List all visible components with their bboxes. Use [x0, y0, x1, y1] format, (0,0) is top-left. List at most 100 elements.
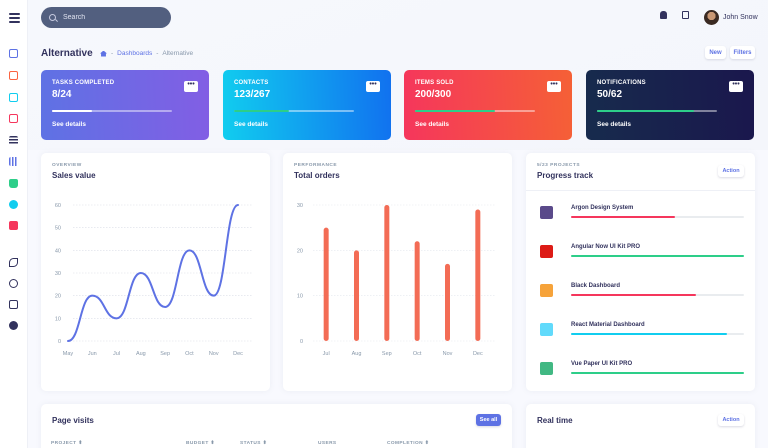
project-logo-icon	[540, 323, 553, 336]
sidebar-forms-icon[interactable]	[9, 114, 18, 123]
sidebar-calendar-icon[interactable]	[9, 221, 18, 230]
column-header-completion[interactable]: COMPLETION ⬍	[387, 441, 430, 446]
action-button[interactable]: Action	[718, 165, 744, 177]
more-options-button[interactable]: •••	[547, 81, 561, 92]
progress-fill	[415, 110, 496, 112]
stat-label: ITEMS SOLD	[415, 80, 454, 86]
x-tick-label: Jul	[323, 351, 330, 357]
order-bar[interactable]	[414, 241, 420, 341]
progress-fill	[597, 110, 695, 112]
y-tick-label: 0	[300, 339, 303, 345]
x-tick-label: Dec	[233, 351, 243, 357]
column-header-project[interactable]: PROJECT ⬍	[51, 441, 83, 446]
sidebar-foundation-icon[interactable]	[9, 279, 18, 288]
home-icon[interactable]	[100, 50, 107, 57]
stat-card-notifications: NOTIFICATIONS 50/62 ••• See details	[586, 70, 754, 140]
sidebar-components-icon[interactable]	[9, 93, 18, 102]
y-tick-label: 30	[55, 271, 61, 277]
stat-value: 50/62	[597, 89, 623, 100]
order-bar[interactable]	[475, 209, 481, 341]
y-tick-label: 30	[297, 203, 303, 209]
see-all-button[interactable]: See all	[476, 414, 501, 426]
x-tick-label: Jul	[113, 351, 120, 357]
card-title: Real time	[537, 416, 573, 425]
stat-value: 8/24	[52, 89, 72, 100]
search-icon	[49, 14, 56, 21]
search-input[interactable]	[63, 14, 153, 21]
project-progress-fill	[571, 333, 727, 335]
sidebar-widgets-icon[interactable]	[9, 179, 18, 188]
sidebar-examples-icon[interactable]	[9, 71, 18, 80]
filters-button[interactable]: Filters	[730, 46, 755, 59]
order-bar[interactable]	[384, 205, 390, 341]
project-progress-bar	[571, 294, 744, 296]
real-time-card: Real time Action	[526, 404, 755, 448]
divider	[526, 190, 755, 191]
card-eyebrow: 5/23 PROJECTS	[537, 163, 581, 168]
project-row[interactable]: Angular Now UI Kit PRO	[540, 241, 750, 261]
y-tick-label: 10	[297, 294, 303, 300]
page-visits-card: Page visits See all	[41, 404, 512, 448]
sidebar-tables-icon[interactable]	[9, 136, 18, 145]
x-tick-label: Nov	[209, 351, 219, 357]
search-bar[interactable]	[41, 7, 171, 28]
x-tick-label: Oct	[185, 351, 194, 357]
progress-bar	[234, 110, 354, 112]
avatar[interactable]	[704, 10, 719, 25]
project-name: React Material Dashboard	[571, 322, 645, 328]
user-name[interactable]: John Snow	[723, 14, 758, 21]
project-row[interactable]: Vue Paper UI Kit PRO	[540, 358, 750, 378]
see-details-link[interactable]: See details	[234, 121, 268, 128]
see-details-link[interactable]: See details	[52, 121, 86, 128]
notifications-bell-icon[interactable]	[660, 11, 667, 19]
project-row[interactable]: Argon Design System	[540, 202, 750, 222]
x-tick-label: Aug	[136, 351, 146, 357]
breadcrumb-current: Alternative	[162, 50, 194, 57]
y-tick-label: 10	[55, 316, 61, 322]
column-header-status[interactable]: STATUS ⬍	[240, 441, 268, 446]
stat-value: 200/300	[415, 89, 452, 100]
more-options-button[interactable]: •••	[729, 81, 743, 92]
project-progress-fill	[571, 372, 744, 374]
x-tick-label: May	[63, 351, 74, 357]
stat-value: 123/267	[234, 89, 271, 100]
menu-toggle-icon[interactable]	[9, 13, 20, 25]
project-row[interactable]: React Material Dashboard	[540, 319, 750, 339]
more-options-button[interactable]: •••	[184, 81, 198, 92]
new-button[interactable]: New	[705, 46, 726, 59]
x-tick-label: Nov	[443, 351, 453, 357]
sales-series-line	[67, 204, 239, 342]
progress-bar	[597, 110, 717, 112]
card-eyebrow: OVERVIEW	[52, 163, 82, 168]
breadcrumb: - Dashboards - Alternative	[100, 50, 193, 57]
project-name: Argon Design System	[571, 205, 634, 211]
y-tick-label: 20	[55, 294, 61, 300]
sidebar-maps-icon[interactable]	[9, 157, 18, 166]
y-tick-label: 20	[297, 248, 303, 254]
project-name: Vue Paper UI Kit PRO	[571, 361, 633, 367]
progress-bar	[415, 110, 535, 112]
order-bar[interactable]	[323, 227, 329, 341]
sidebar-plugins-icon[interactable]	[9, 321, 18, 330]
y-tick-label: 0	[58, 339, 61, 345]
sidebar-components-doc-icon[interactable]	[9, 300, 18, 309]
progress-fill	[52, 110, 92, 112]
column-header-budget[interactable]: BUDGET ⬍	[186, 441, 215, 446]
more-options-button[interactable]: •••	[366, 81, 380, 92]
order-bar[interactable]	[354, 250, 359, 341]
project-progress-fill	[571, 255, 744, 257]
shortcuts-icon[interactable]	[682, 11, 689, 19]
see-details-link[interactable]: See details	[597, 121, 631, 128]
breadcrumb-dashboards[interactable]: Dashboards	[117, 50, 153, 57]
project-progress-bar	[571, 333, 744, 335]
project-row[interactable]: Black Dashboard	[540, 280, 750, 300]
sidebar-charts-icon[interactable]	[9, 200, 18, 209]
order-bar[interactable]	[445, 263, 450, 341]
stat-card-contacts: CONTACTS 123/267 ••• See details	[223, 70, 391, 140]
see-details-link[interactable]: See details	[415, 121, 449, 128]
sidebar-dashboards-icon[interactable]	[9, 49, 18, 58]
sidebar-getting-started-icon[interactable]	[9, 258, 18, 267]
card-title: Page visits	[52, 416, 94, 425]
action-button[interactable]: Action	[718, 414, 744, 426]
x-tick-label: Aug	[352, 351, 362, 357]
